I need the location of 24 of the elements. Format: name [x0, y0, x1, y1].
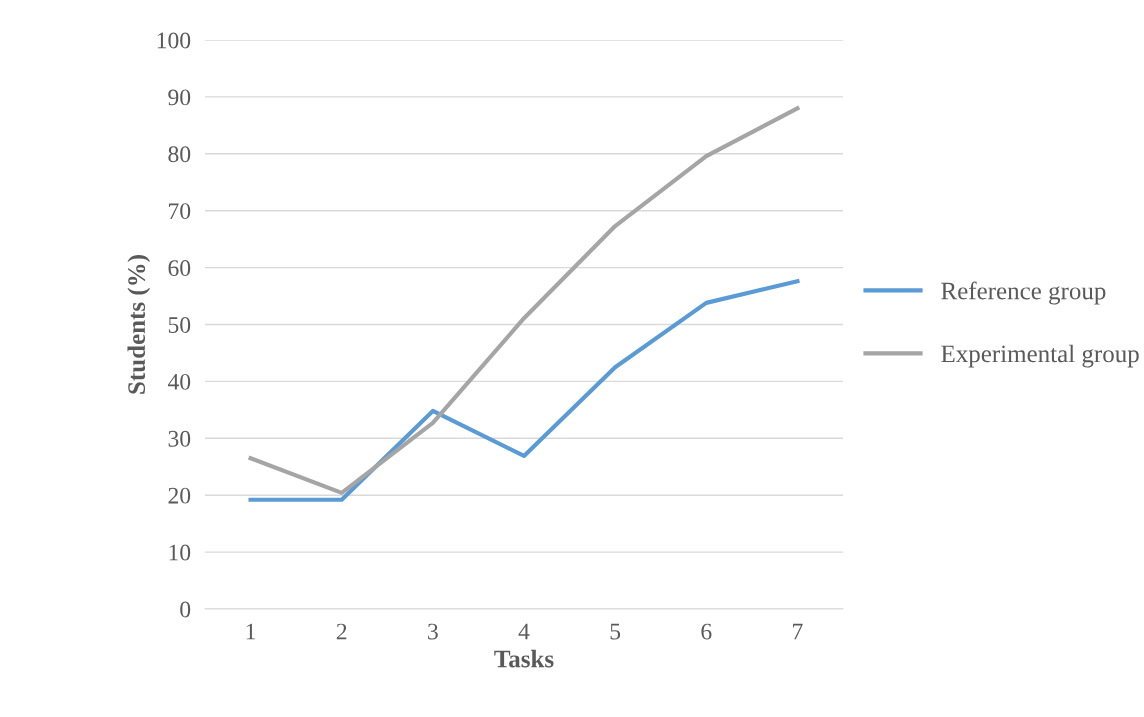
x-tick-label: 1 — [246, 623, 256, 640]
legend-label: Experimental group — [941, 344, 1139, 368]
y-tick-label: 70 — [169, 203, 191, 220]
x-tick-label: 4 — [518, 623, 530, 640]
y-tick-label: 80 — [168, 146, 191, 163]
y-axis-title: Students (%) — [127, 255, 151, 394]
y-tick-label: 60 — [168, 260, 191, 277]
y-tick-label: 10 — [169, 544, 191, 561]
x-axis-title: Tasks — [494, 649, 554, 668]
x-tick-label: 6 — [701, 623, 712, 640]
y-tick-label: 90 — [168, 89, 191, 106]
legend-label: Reference group — [941, 281, 1106, 305]
y-tick-label: 40 — [167, 373, 191, 390]
y-tick-label: 50 — [168, 316, 191, 333]
y-tick-label: 20 — [168, 487, 191, 504]
y-tick-label: 0 — [180, 601, 191, 618]
x-tick-label: 5 — [610, 623, 621, 640]
x-tick-label: 2 — [336, 623, 347, 640]
line-series — [248, 279, 800, 502]
x-tick-label: 7 — [793, 623, 803, 640]
y-tick-label: 100 — [157, 32, 191, 49]
x-tick-label: 3 — [428, 623, 438, 640]
line-series — [248, 106, 800, 496]
y-tick-label: 30 — [168, 430, 191, 447]
